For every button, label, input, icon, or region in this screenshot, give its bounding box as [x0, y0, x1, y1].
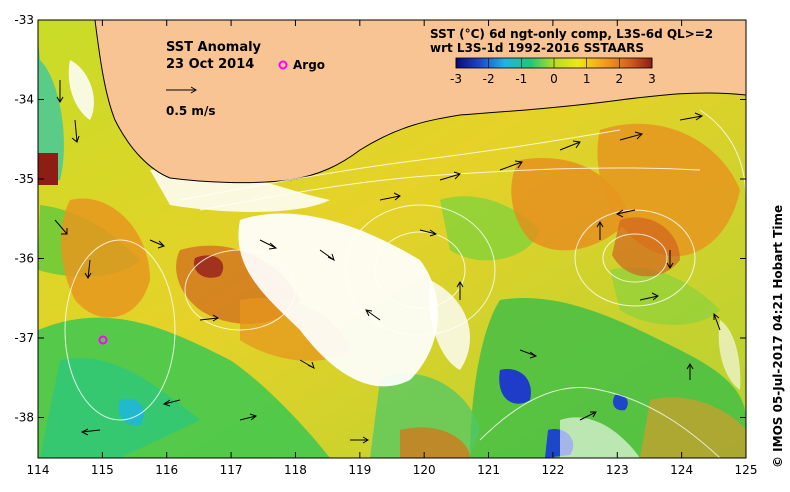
argo-float-marker-icon	[98, 335, 108, 345]
colorbar-tick-label: 2	[616, 72, 624, 86]
y-tick-label: -37	[14, 331, 34, 345]
argo-marker-icon	[278, 60, 288, 70]
x-tick-label: 119	[348, 463, 371, 477]
colorbar-ticks: -3 -2 -1 0 1 2 3	[450, 58, 656, 86]
velocity-vectors	[54, 80, 721, 444]
argo-label: Argo	[293, 58, 325, 72]
colorbar-tick-label: -2	[483, 72, 495, 86]
map-date: 23 Oct 2014	[166, 57, 254, 72]
x-tick-label: 117	[220, 463, 243, 477]
colorbar-tick-label: 1	[583, 72, 591, 86]
map-title: SST Anomaly	[166, 40, 262, 55]
plot-frame	[37, 19, 747, 459]
credit-text: © IMOS 05-Jul-2017 04:21 Hobart Time	[771, 205, 785, 468]
x-tick-label: 115	[91, 463, 114, 477]
velocity-scale: 0.5 m/s	[166, 86, 215, 118]
y-tick-label: -35	[14, 172, 34, 186]
ssh-contours	[64, 109, 746, 458]
y-tick-label: -36	[14, 252, 34, 266]
x-tick-label: 121	[477, 463, 500, 477]
x-tick-label: 124	[670, 463, 693, 477]
x-tick-label: 114	[27, 463, 50, 477]
argo-legend: Argo	[278, 58, 325, 72]
velocity-scale-label: 0.5 m/s	[166, 104, 215, 118]
velocity-scale-arrow-icon	[166, 86, 197, 94]
colorbar-title-line2: wrt L3S-1d 1992-2016 SSTAARS	[430, 41, 644, 55]
x-tick-label: 125	[735, 463, 758, 477]
x-tick-label: 118	[284, 463, 307, 477]
x-tick-label: 123	[606, 463, 629, 477]
y-tick-label: -33	[14, 13, 34, 27]
colorbar-tick-label: 3	[648, 72, 656, 86]
colorbar-tick-label: -3	[450, 72, 462, 86]
x-tick-label: 116	[155, 463, 178, 477]
colorbar: -3 -2 -1 0 1 2 3	[450, 57, 656, 86]
y-tick-label: -38	[14, 411, 34, 425]
colorbar-tick-label: -1	[515, 72, 527, 86]
colorbar-tick-label: 0	[550, 72, 558, 86]
x-tick-label: 120	[413, 463, 436, 477]
x-axis: 114 115 116 117 118 119 120 121 122 123 124 125	[27, 20, 758, 477]
x-tick-label: 122	[541, 463, 564, 477]
y-tick-label: -34	[14, 93, 34, 107]
y-axis: -33-34-35-36-37-38	[14, 13, 746, 425]
colorbar-title-line1: SST (°C) 6d ngt-only comp, L3S-6d QL>=2	[430, 27, 713, 41]
